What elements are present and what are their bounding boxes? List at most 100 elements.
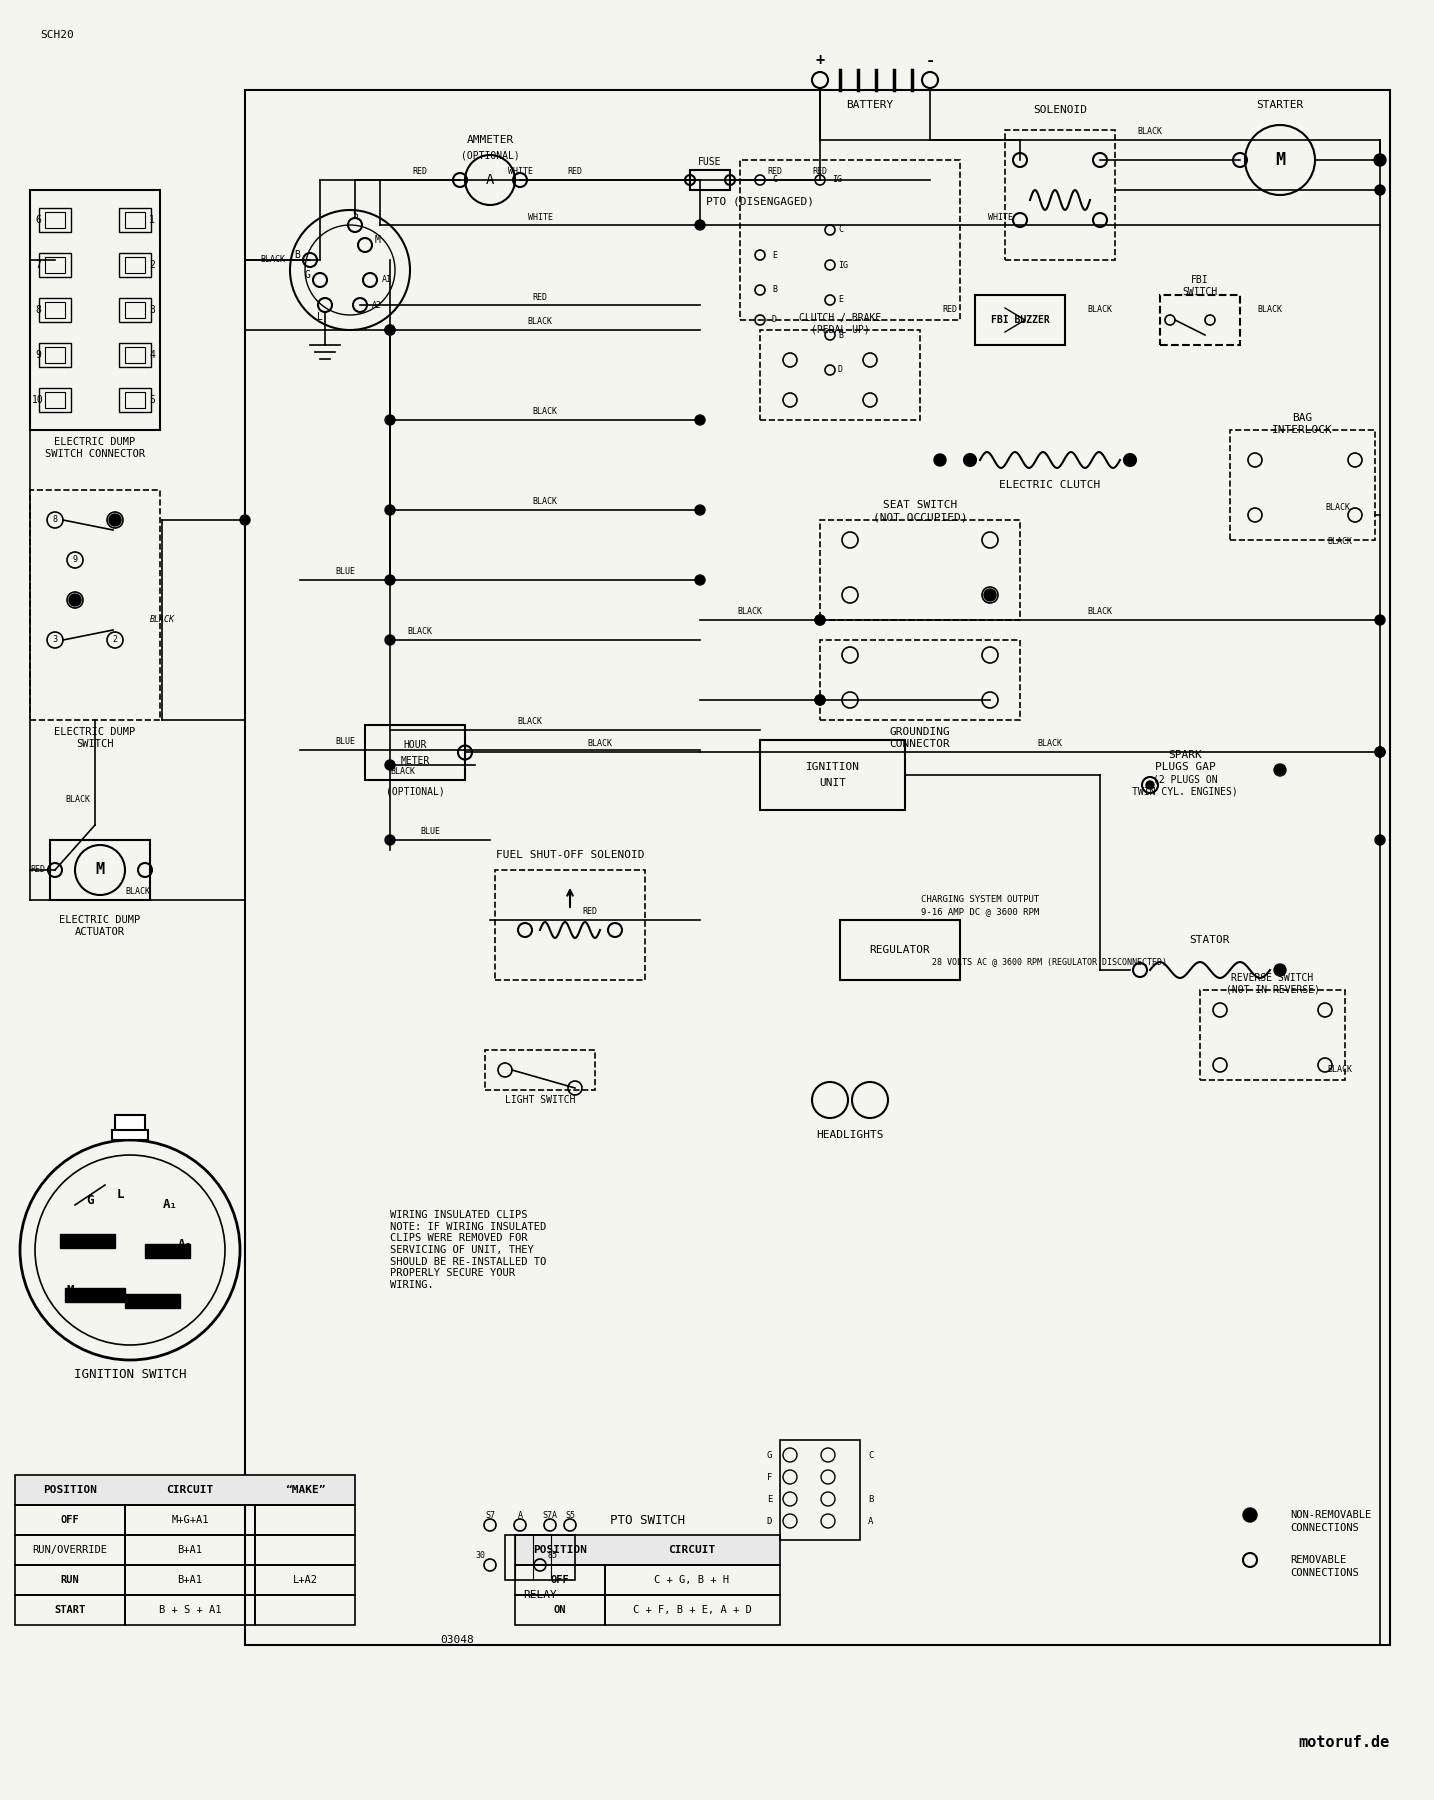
Circle shape (384, 635, 394, 644)
Circle shape (1375, 747, 1385, 758)
Circle shape (1375, 747, 1385, 758)
Bar (14, 1595, 125, 1625)
Text: S5: S5 (565, 1510, 575, 1519)
Text: A1: A1 (381, 275, 391, 284)
Bar (255, 1505, 356, 1535)
Text: ON: ON (554, 1606, 566, 1615)
Text: C: C (837, 225, 843, 234)
Text: M: M (1275, 151, 1285, 169)
Bar (39, 299, 72, 322)
Text: SWITCH: SWITCH (76, 740, 113, 749)
Text: BATTERY: BATTERY (846, 101, 893, 110)
Text: (OPTIONAL): (OPTIONAL) (386, 787, 445, 797)
Text: START: START (54, 1606, 86, 1615)
Text: ELECTRIC CLUTCH: ELECTRIC CLUTCH (999, 481, 1101, 490)
Text: CHARGING SYSTEM OUTPUT: CHARGING SYSTEM OUTPUT (921, 896, 1040, 904)
Text: 9: 9 (73, 556, 77, 565)
Text: B: B (837, 331, 843, 340)
Text: BLACK: BLACK (407, 628, 433, 637)
Bar (50, 841, 151, 900)
Bar (840, 920, 959, 979)
Text: A₂: A₂ (178, 1238, 192, 1251)
Text: 7: 7 (34, 259, 42, 270)
Bar (515, 1535, 780, 1564)
Text: S7: S7 (485, 1510, 495, 1519)
Text: BLACK: BLACK (1137, 128, 1163, 137)
Text: CLUTCH / BRAKE: CLUTCH / BRAKE (799, 313, 880, 322)
Text: L+A2: L+A2 (293, 1575, 317, 1586)
FancyBboxPatch shape (65, 1289, 125, 1301)
Text: WHITE: WHITE (508, 167, 532, 176)
Bar (740, 160, 959, 320)
Text: 2: 2 (149, 259, 155, 270)
Text: S7A: S7A (542, 1510, 558, 1519)
Text: RED: RED (413, 167, 427, 176)
Text: 3: 3 (53, 635, 57, 644)
Bar (44, 257, 65, 274)
Text: FUEL SHUT-OFF SOLENOID: FUEL SHUT-OFF SOLENOID (496, 850, 644, 860)
Text: TWIN CYL. ENGINES): TWIN CYL. ENGINES) (1131, 787, 1238, 796)
Text: E: E (767, 1494, 771, 1503)
Bar (125, 257, 145, 274)
Text: BLACK: BLACK (1258, 306, 1282, 315)
Bar (14, 1535, 125, 1564)
Text: D: D (767, 1516, 771, 1526)
Circle shape (384, 326, 394, 335)
Text: CIRCUIT: CIRCUIT (166, 1485, 214, 1496)
Circle shape (695, 506, 706, 515)
Bar (245, 90, 1390, 1645)
Bar (125, 302, 145, 319)
Circle shape (1375, 616, 1385, 625)
Text: B + S + A1: B + S + A1 (159, 1606, 221, 1615)
Text: B: B (868, 1494, 873, 1503)
Text: L: L (317, 311, 323, 322)
Text: BLUE: BLUE (336, 738, 356, 747)
Text: S: S (353, 211, 358, 220)
Text: C + G, B + H: C + G, B + H (654, 1575, 730, 1586)
Text: SPARK: SPARK (1169, 751, 1202, 760)
Bar (255, 1535, 356, 1564)
Text: CONNECTOR: CONNECTOR (889, 740, 951, 749)
Text: RUN/OVERRIDE: RUN/OVERRIDE (33, 1544, 108, 1555)
Bar (125, 1595, 255, 1625)
Text: RED: RED (568, 167, 582, 176)
Text: BLACK: BLACK (390, 767, 414, 776)
Text: CIRCUIT: CIRCUIT (668, 1544, 716, 1555)
Text: FUSE: FUSE (698, 157, 721, 167)
Bar (119, 344, 151, 367)
Text: motoruf.de: motoruf.de (1299, 1735, 1390, 1750)
Text: BLACK: BLACK (149, 616, 175, 625)
Circle shape (1273, 965, 1286, 976)
Text: LIGHT SWITCH: LIGHT SWITCH (505, 1094, 575, 1105)
Text: IG: IG (837, 261, 847, 270)
Circle shape (1126, 455, 1134, 464)
Text: G: G (86, 1193, 93, 1206)
Text: BLACK: BLACK (1087, 608, 1113, 616)
Bar (44, 302, 65, 319)
Bar (115, 1114, 145, 1139)
Text: NON-REMOVABLE: NON-REMOVABLE (1291, 1510, 1371, 1519)
Text: E: E (837, 295, 843, 304)
Text: AMMETER: AMMETER (466, 135, 513, 146)
Text: M: M (66, 1283, 73, 1296)
Text: METER: METER (400, 756, 430, 765)
Bar (44, 212, 65, 229)
Text: BLACK: BLACK (518, 718, 542, 727)
Text: C: C (771, 176, 777, 185)
Text: 9-16 AMP DC @ 3600 RPM: 9-16 AMP DC @ 3600 RPM (921, 907, 1040, 916)
Text: RED: RED (767, 167, 783, 176)
Text: 10: 10 (32, 394, 44, 405)
Text: B: B (166, 1298, 174, 1312)
Text: RUN: RUN (60, 1575, 79, 1586)
Circle shape (384, 416, 394, 425)
Bar (760, 329, 921, 419)
Text: HOUR: HOUR (403, 740, 427, 749)
Text: 5: 5 (149, 394, 155, 405)
Text: IG: IG (832, 176, 842, 185)
Text: ACTUATOR: ACTUATOR (75, 927, 125, 938)
Text: (NOT IN REVERSE): (NOT IN REVERSE) (1226, 985, 1319, 995)
Text: CONNECTIONS: CONNECTIONS (1291, 1568, 1359, 1579)
Text: STARTER: STARTER (1256, 101, 1304, 110)
Text: INTERLOCK: INTERLOCK (1272, 425, 1332, 436)
FancyBboxPatch shape (145, 1244, 189, 1258)
